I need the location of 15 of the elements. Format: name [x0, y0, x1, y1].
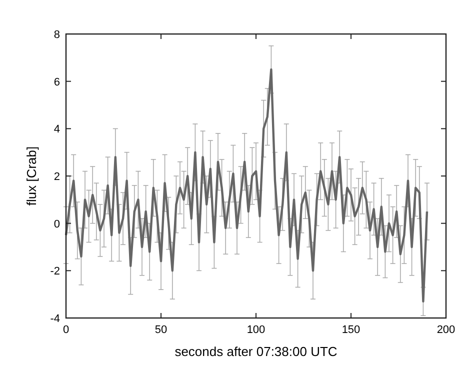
y-tick-label: 0 — [54, 218, 60, 230]
y-tick-label: 8 — [54, 29, 60, 41]
y-tick-label: -2 — [50, 266, 60, 278]
x-tick-label: 0 — [62, 324, 70, 336]
x-axis-title: seconds after 07:38:00 UTC — [174, 344, 338, 359]
x-tick-label: 200 — [436, 324, 456, 336]
y-tick-label: 6 — [54, 76, 60, 88]
y-tick-label: 2 — [54, 171, 60, 183]
x-tick-label: 100 — [246, 324, 266, 336]
y-axis-title: flux [Crab] — [24, 146, 39, 206]
y-tick-label: 4 — [54, 124, 60, 136]
x-tick-label: 50 — [154, 324, 168, 336]
y-tick-label: -4 — [50, 313, 60, 325]
x-tick-label: 150 — [342, 324, 360, 336]
line-series — [64, 68, 428, 303]
